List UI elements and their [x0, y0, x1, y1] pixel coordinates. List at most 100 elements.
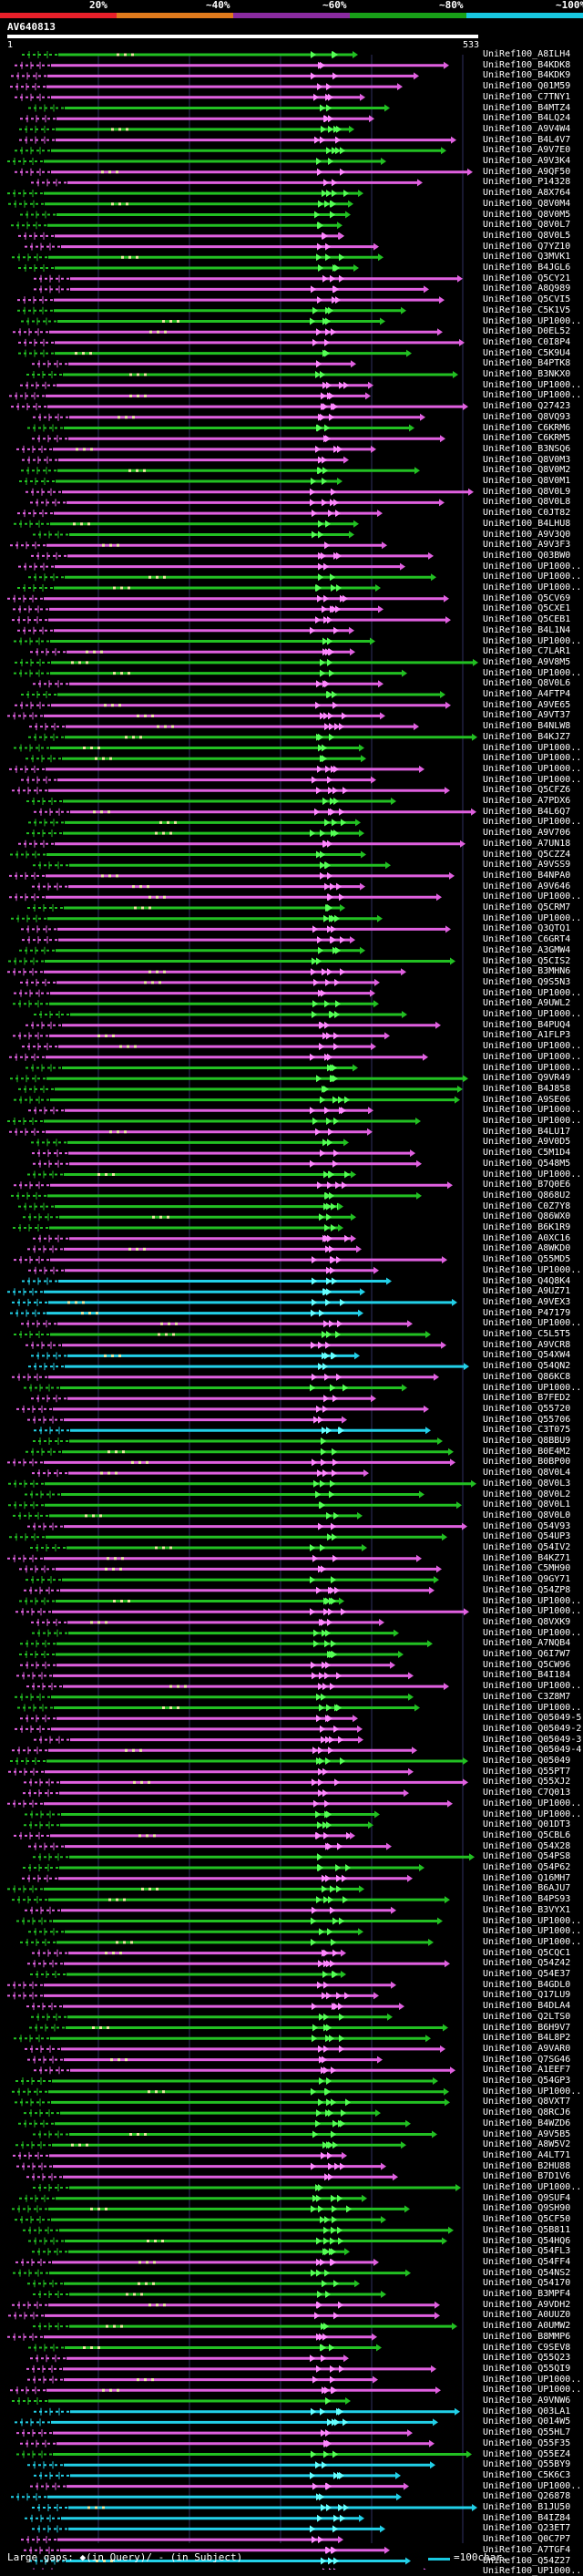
- hit-label[interactable]: UniRef100_Q54E37: [483, 1969, 571, 1979]
- hit-label[interactable]: UniRef100_Q23ET7: [483, 2523, 571, 2534]
- hit-label[interactable]: UniRef100_B4I184: [483, 1670, 571, 1681]
- hit-label[interactable]: UniRef100_UP1000...: [483, 753, 583, 764]
- hit-label[interactable]: UniRef100_B4LHU8: [483, 518, 571, 529]
- hit-label[interactable]: UniRef100_B4IZ84: [483, 2512, 571, 2523]
- hit-label[interactable]: UniRef100_Q54Z27: [483, 2555, 571, 2566]
- hit-label[interactable]: UniRef100_UP1000...: [483, 1627, 583, 1638]
- hit-label[interactable]: UniRef100_C6KRM6: [483, 422, 571, 433]
- hit-label[interactable]: UniRef100_Q55HL7: [483, 2427, 571, 2438]
- hit-label[interactable]: UniRef100_A9V7E0: [483, 145, 571, 156]
- hit-label[interactable]: UniRef100_Q5CVI5: [483, 294, 571, 305]
- hit-label[interactable]: UniRef100_Q7YZ10: [483, 241, 571, 252]
- hit-label[interactable]: UniRef100_B4KDK8: [483, 59, 571, 70]
- hit-label[interactable]: UniRef100_Q5CXE1: [483, 603, 571, 614]
- hit-label[interactable]: UniRef100_Q55QI9: [483, 2363, 571, 2374]
- hit-label[interactable]: UniRef100_A9V8M5: [483, 656, 571, 667]
- hit-label[interactable]: UniRef100_UP1000...: [483, 1915, 583, 1926]
- hit-label[interactable]: UniRef100_Q5CQC1: [483, 1947, 571, 1958]
- hit-label[interactable]: UniRef100_UP1000...: [483, 379, 583, 390]
- hit-label[interactable]: UniRef100_C5K1V5: [483, 304, 571, 315]
- hit-label[interactable]: UniRef100_Q26878: [483, 2491, 571, 2502]
- hit-label[interactable]: UniRef100_UP1000...: [483, 742, 583, 753]
- hit-label[interactable]: UniRef100_Q5CFZ6: [483, 785, 571, 796]
- hit-label[interactable]: UniRef100_Q55PT7: [483, 1766, 571, 1777]
- hit-label[interactable]: UniRef100_Q8V0M2: [483, 465, 571, 476]
- hit-label[interactable]: UniRef100_A8ILH4: [483, 49, 571, 59]
- hit-label[interactable]: UniRef100_UP1000...: [483, 1926, 583, 1937]
- hit-label[interactable]: UniRef100_A9VAR0: [483, 2043, 571, 2054]
- hit-label[interactable]: UniRef100_Q55Q23: [483, 2353, 571, 2364]
- hit-label[interactable]: UniRef100_A9UZ71: [483, 1286, 571, 1297]
- hit-label[interactable]: UniRef100_B4WZD6: [483, 2117, 571, 2128]
- hit-label[interactable]: UniRef100_Q8BBU9: [483, 1436, 571, 1446]
- hit-label[interactable]: UniRef100_A0XC16: [483, 1232, 571, 1243]
- hit-label[interactable]: UniRef100_UP1000...: [483, 891, 583, 902]
- hit-label[interactable]: UniRef100_A8WKD0: [483, 1243, 571, 1254]
- hit-label[interactable]: UniRef100_Q8V0M4: [483, 198, 571, 209]
- hit-label[interactable]: UniRef100_UP1000...: [483, 1681, 583, 1692]
- hit-label[interactable]: UniRef100_B4NPA0: [483, 870, 571, 881]
- hit-label[interactable]: UniRef100_Q868U2: [483, 1190, 571, 1200]
- hit-label[interactable]: UniRef100_Q8V0L4: [483, 1468, 571, 1479]
- hit-label[interactable]: UniRef100_UP1000...: [483, 912, 583, 923]
- hit-label[interactable]: UniRef100_B3MPF4: [483, 2289, 571, 2299]
- hit-label[interactable]: UniRef100_Q6I7W7: [483, 1649, 571, 1659]
- hit-label[interactable]: UniRef100_Q54V93: [483, 1520, 571, 1531]
- hit-label[interactable]: UniRef100_Q8V0L3: [483, 1478, 571, 1489]
- hit-label[interactable]: UniRef100_A7NQB4: [483, 1638, 571, 1649]
- hit-label[interactable]: UniRef100_B4JGL6: [483, 263, 571, 273]
- hit-label[interactable]: UniRef100_Q9S5N3: [483, 976, 571, 987]
- hit-label[interactable]: UniRef100_Q5CBL6: [483, 1829, 571, 1840]
- hit-label[interactable]: UniRef100_Q55EZ4: [483, 2448, 571, 2459]
- hit-label[interactable]: UniRef100_Q8VXK9: [483, 1616, 571, 1627]
- hit-label[interactable]: UniRef100_UP1000...: [483, 1606, 583, 1617]
- hit-label[interactable]: UniRef100_Q9GY71: [483, 1574, 571, 1585]
- hit-label[interactable]: UniRef100_UP1000...: [483, 1009, 583, 1019]
- hit-label[interactable]: UniRef100_UP1000...: [483, 1595, 583, 1606]
- hit-label[interactable]: UniRef100_Q54UP3: [483, 1531, 571, 1542]
- hit-label[interactable]: UniRef100_C3T075: [483, 1425, 571, 1436]
- hit-label[interactable]: UniRef100_A1FLP3: [483, 1030, 571, 1041]
- hit-label[interactable]: UniRef100_UP1000...: [483, 2182, 583, 2192]
- hit-label[interactable]: UniRef100_B4GDL0: [483, 1979, 571, 1990]
- hit-label[interactable]: UniRef100_B1JU50: [483, 2502, 571, 2512]
- hit-label[interactable]: UniRef100_C0JT82: [483, 508, 571, 519]
- hit-label[interactable]: UniRef100_Q54IV2: [483, 1542, 571, 1552]
- hit-label[interactable]: UniRef100_A9VE65: [483, 699, 571, 710]
- hit-label[interactable]: UniRef100_B4DLA4: [483, 2001, 571, 2012]
- hit-label[interactable]: UniRef100_C9SEV8: [483, 2342, 571, 2353]
- hit-label[interactable]: UniRef100_A9VT37: [483, 710, 571, 721]
- hit-label[interactable]: UniRef100_Q9SH90: [483, 2203, 571, 2214]
- hit-label[interactable]: UniRef100_A9V5B5: [483, 2128, 571, 2139]
- hit-label[interactable]: UniRef100_B4LQ24: [483, 113, 571, 124]
- hit-label[interactable]: UniRef100_Q2LTS0: [483, 2011, 571, 2022]
- hit-label[interactable]: UniRef100_Q8V0L5: [483, 230, 571, 241]
- hit-label[interactable]: UniRef100_B0E4M2: [483, 1446, 571, 1457]
- hit-label[interactable]: UniRef100_UP1000...: [483, 2566, 583, 2576]
- hit-label[interactable]: UniRef100_Q86WX0: [483, 1211, 571, 1222]
- hit-label[interactable]: UniRef100_UP1000...: [483, 1051, 583, 1062]
- hit-label[interactable]: UniRef100_Q03LA1: [483, 2406, 571, 2416]
- hit-label[interactable]: UniRef100_Q16MH7: [483, 1872, 571, 1883]
- hit-label[interactable]: UniRef100_Q5B811: [483, 2224, 571, 2235]
- hit-label[interactable]: UniRef100_A9V706: [483, 828, 571, 839]
- hit-label[interactable]: UniRef100_Q4Q8K4: [483, 1275, 571, 1286]
- hit-label[interactable]: UniRef100_Q8VXT7: [483, 2097, 571, 2107]
- hit-label[interactable]: UniRef100_A9V646: [483, 881, 571, 891]
- hit-label[interactable]: UniRef100_B4MTZ4: [483, 102, 571, 113]
- hit-label[interactable]: UniRef100_Q8V0L2: [483, 1489, 571, 1499]
- hit-label[interactable]: UniRef100_Q8V0M3: [483, 454, 571, 465]
- hit-label[interactable]: UniRef100_B6AJU7: [483, 1883, 571, 1894]
- hit-label[interactable]: UniRef100_Q05049-4: [483, 1745, 582, 1756]
- hit-label[interactable]: UniRef100_Q5CRM7: [483, 902, 571, 912]
- hit-label[interactable]: UniRef100_P14328: [483, 177, 571, 188]
- hit-label[interactable]: UniRef100_B4KDK9: [483, 70, 571, 81]
- hit-label[interactable]: UniRef100_UP1000...: [483, 817, 583, 828]
- hit-label[interactable]: UniRef100_B3NSQ6: [483, 443, 571, 454]
- hit-label[interactable]: UniRef100_Q55720: [483, 1403, 571, 1414]
- hit-label[interactable]: UniRef100_Q05049-5: [483, 1713, 582, 1724]
- hit-label[interactable]: UniRef100_UP1000...: [483, 390, 583, 401]
- hit-label[interactable]: UniRef100_B8MMP6: [483, 2331, 571, 2342]
- hit-label[interactable]: UniRef100_A9VNW6: [483, 2396, 571, 2406]
- hit-label[interactable]: UniRef100_C3Z8M7: [483, 1691, 571, 1702]
